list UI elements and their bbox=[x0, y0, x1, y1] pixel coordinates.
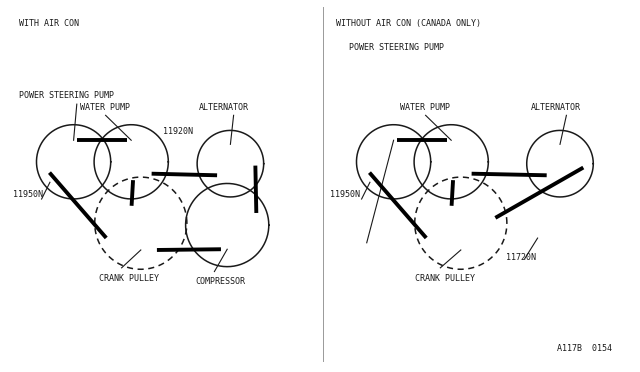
Text: WITH AIR CON: WITH AIR CON bbox=[19, 19, 79, 28]
Text: 11920N: 11920N bbox=[163, 127, 193, 136]
Text: POWER STEERING PUMP: POWER STEERING PUMP bbox=[349, 43, 444, 52]
Text: CRANK PULLEY: CRANK PULLEY bbox=[415, 274, 475, 283]
Text: WATER PUMP: WATER PUMP bbox=[400, 103, 450, 112]
Text: POWER STEERING PUMP: POWER STEERING PUMP bbox=[19, 92, 114, 100]
Text: 11950N: 11950N bbox=[330, 190, 360, 199]
Text: COMPRESSOR: COMPRESSOR bbox=[195, 278, 245, 286]
Text: CRANK PULLEY: CRANK PULLEY bbox=[99, 274, 159, 283]
Text: 11720N: 11720N bbox=[506, 253, 536, 262]
Text: ALTERNATOR: ALTERNATOR bbox=[198, 103, 248, 112]
Text: WATER PUMP: WATER PUMP bbox=[80, 103, 130, 112]
Text: A117B  0154: A117B 0154 bbox=[557, 344, 612, 353]
Text: WITHOUT AIR CON (CANADA ONLY): WITHOUT AIR CON (CANADA ONLY) bbox=[336, 19, 481, 28]
Text: 11950N: 11950N bbox=[13, 190, 43, 199]
Text: ALTERNATOR: ALTERNATOR bbox=[531, 103, 581, 112]
